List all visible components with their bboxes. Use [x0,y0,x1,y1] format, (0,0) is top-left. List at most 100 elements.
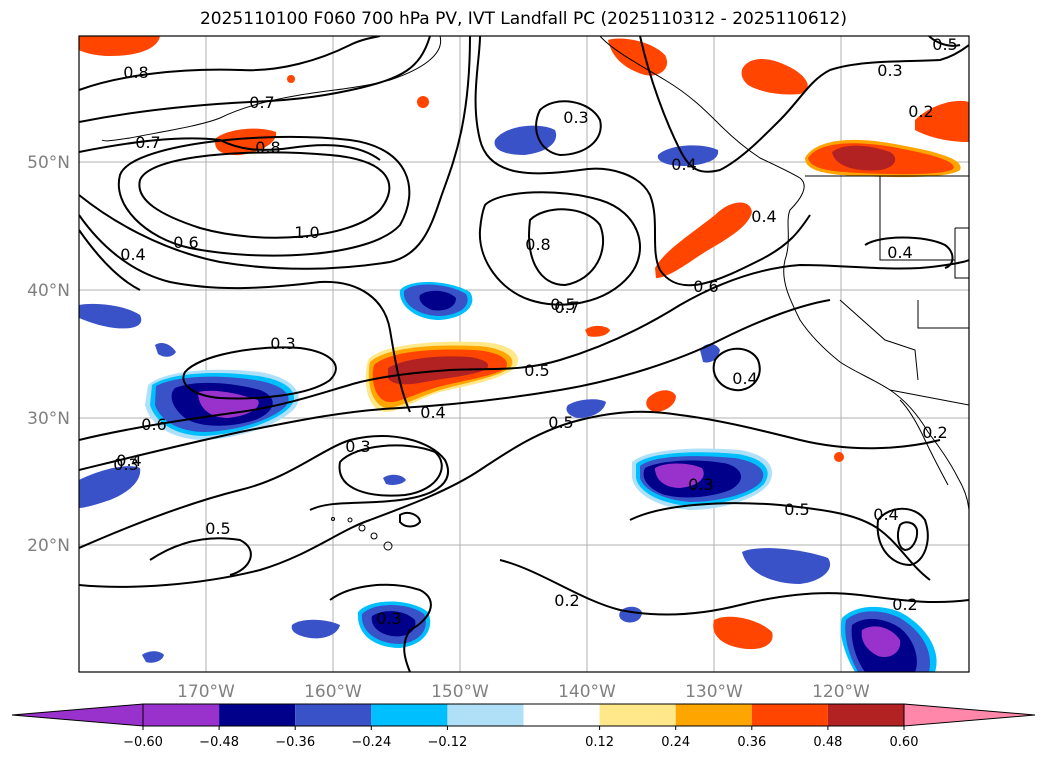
pv-contour-02-south-east [499,559,969,616]
contour-label: 0.7 [554,298,579,317]
positive-anomaly-small-3 [417,96,429,108]
pv-contour-05-se-loop [896,521,919,552]
pv-contour-05-arc [474,36,811,287]
colorbar-tick-label: −0.12 [427,735,467,750]
negative-anomaly-small-5 [142,651,164,663]
state-border-3 [954,227,969,279]
pv-contour-04-north [639,36,969,173]
pv-contour-05-long [79,259,969,441]
contour-label: 0.8 [525,235,550,254]
colorbar-cell [371,704,448,726]
colorbar-tick-label: 0.12 [585,735,614,750]
contour-labels: 0.80.70.7 0.81.00.60.40.30.80.70.50.60.30… [113,35,957,628]
lon-label-170w: 170°W [177,682,235,702]
contour-label: 0.4 [116,451,141,470]
lat-label-50n: 50°N [27,153,70,173]
pv-contour-small-loop [399,512,422,528]
lon-label-120w: 120°W [812,682,870,702]
contour-label: 0.4 [751,207,776,226]
lon-label-150w: 150°W [431,682,489,702]
positive-anomaly-ne-edge [915,100,969,142]
contour-label: 0.2 [892,595,917,614]
pv-contour-06-east [864,236,954,269]
lon-label-130w: 130°W [685,682,743,702]
colorbar-tick-label: −0.48 [199,735,239,750]
contour-label: 0.2 [554,591,579,610]
lat-label-30n: 30°N [27,409,70,429]
positive-anomaly-bc [741,58,808,95]
contour-label: 0.8 [123,63,148,82]
pv-contour-02-mid [629,502,931,581]
map-content: 0.80.70.7 0.81.00.60.40.30.80.70.50.60.30… [79,35,969,672]
colorbar-cells [142,703,905,727]
pv-contour-05-south [149,537,252,576]
contour-label: 0.5 [932,35,957,54]
pv-contour-03-west [182,346,337,400]
north-american-coast [599,36,969,511]
contour-label: 0.7 [249,93,274,112]
contour-label: 0.4 [120,245,145,264]
pv-contour-08-east [478,191,641,306]
alaska-aleutian-coast [101,36,442,142]
contour-label: 0.6 [173,233,198,252]
colorbar-tick-label: 0.36 [737,735,766,750]
contour-label: 0.4 [420,403,445,422]
lat-label-20n: 20°N [27,536,70,556]
contour-label: 0.4 [887,243,912,262]
contour-label: 0.4 [873,505,898,524]
map-title: 2025110100 F060 700 hPa PV, IVT Landfall… [199,9,847,29]
pv-contour-04-long [79,299,831,471]
pv-contour-05-ne [928,36,961,47]
state-border-1 [839,299,919,381]
contour-label: 0.6 [693,277,718,296]
state-border-2 [879,176,955,261]
negative-anomaly-west-edge-2 [79,466,141,508]
positive-anomaly-small-4 [287,75,295,83]
negative-anomaly-gulf-east [657,145,719,166]
colorbar-tick-label: −0.60 [123,735,163,750]
pv-contour-09-east [528,208,605,287]
positive-anomaly-nw-corner [79,36,160,56]
negative-anomaly-small-2 [291,619,340,639]
pv-contour-08-north [79,36,381,91]
negative-anomaly-small-1 [566,399,606,418]
negative-anomaly-southeast [840,606,937,672]
contour-label: 0.3 [563,108,588,127]
pv-contour-03-loop [338,444,443,497]
contour-label: 0.8 [255,138,280,157]
lon-label-140w: 140°W [558,682,616,702]
coastlines [101,36,969,511]
colorbar-under-extension [11,703,144,727]
negative-anomaly-west-edge-1 [79,303,142,329]
positive-anomaly-gulf-alaska [608,38,668,76]
pv-contour-03-mid [79,435,449,549]
pv-contour-04-west [79,229,141,291]
pv-contour-08 [117,135,411,257]
negative-anomaly-small-6 [383,474,406,485]
lon-label-160w: 160°W [304,682,362,702]
contour-label: 0.3 [688,475,713,494]
positive-anomaly-south [713,616,773,650]
colorbar-tick-label: −0.24 [351,735,391,750]
colorbar-cell [827,704,904,726]
colorbar-cell [143,704,220,726]
contour-label: 0.3 [113,455,138,474]
latitude-labels: 50°N 40°N 30°N 20°N [27,153,70,556]
negative-anomaly-small-7 [155,342,176,357]
contour-label: 0.5 [548,413,573,432]
colorbar-cell [751,704,828,726]
contour-label: 0.5 [524,361,549,380]
pv-contour-04-south [79,410,941,588]
pv-contour-04-east-loop [712,347,761,392]
contour-label: 0.6 [141,415,166,434]
pv-contour-04-se-loop [876,507,929,567]
contour-label: 0.3 [270,334,295,353]
positive-anomaly-small-2 [585,325,610,337]
pv-contours [79,36,969,672]
contour-label: 0.7 [135,133,160,152]
colorbar-cell [523,704,600,726]
colorbar-tick-label: 0.60 [890,735,919,750]
positive-anomaly-aleutian [215,128,277,156]
pv-contour-05 [79,214,411,413]
